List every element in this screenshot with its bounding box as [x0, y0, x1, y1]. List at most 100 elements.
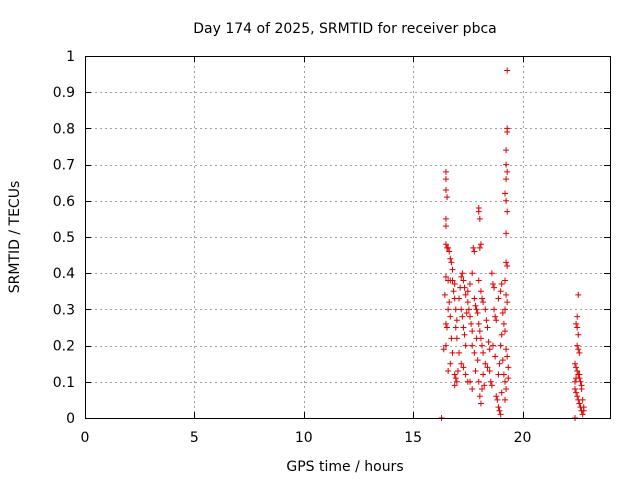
data-point: [445, 244, 452, 251]
data-point: [573, 375, 580, 382]
data-point: [579, 411, 586, 418]
data-point: [453, 378, 460, 385]
data-point: [445, 367, 452, 374]
data-point: [484, 324, 491, 331]
data-point: [471, 295, 478, 302]
data-point: [486, 346, 493, 353]
y-tick-label: 1: [66, 49, 75, 65]
data-point: [454, 367, 461, 374]
data-point: [574, 342, 581, 349]
data-point: [574, 324, 581, 331]
y-tick-label: 0.8: [53, 121, 75, 137]
data-point: [493, 317, 500, 324]
data-point: [502, 328, 508, 335]
data-point: [572, 360, 578, 367]
data-point: [488, 270, 495, 277]
chart-title: Day 174 of 2025, SRMTID for receiver pbc…: [193, 21, 496, 37]
data-point: [576, 349, 583, 356]
data-point: [476, 244, 483, 251]
data-point: [451, 382, 458, 389]
data-point: [505, 364, 512, 371]
data-point: [462, 371, 469, 378]
data-point: [477, 288, 484, 295]
data-point: [479, 386, 486, 393]
y-axis-label: SRMTID / TECUs: [7, 181, 23, 294]
data-point: [446, 299, 453, 306]
data-point: [504, 129, 511, 136]
data-point: [450, 288, 457, 295]
data-point: [442, 223, 449, 230]
data-point: [458, 273, 465, 280]
data-point: [492, 353, 499, 360]
data-points: [438, 67, 587, 421]
data-point: [444, 194, 451, 201]
data-point: [441, 291, 448, 298]
data-point: [497, 288, 504, 295]
data-point: [574, 367, 581, 374]
data-point: [451, 371, 458, 378]
data-point: [503, 176, 510, 183]
data-point: [480, 371, 487, 378]
data-point: [503, 197, 510, 204]
data-point: [464, 299, 471, 306]
y-tick-label: 0.1: [53, 375, 75, 391]
data-point: [580, 404, 587, 411]
data-point: [460, 324, 467, 331]
data-point: [502, 277, 508, 284]
data-point: [504, 262, 511, 269]
data-point: [456, 295, 463, 302]
data-point: [479, 342, 486, 349]
data-point: [495, 371, 502, 378]
x-axis-label: GPS time / hours: [286, 459, 403, 475]
data-point: [496, 360, 503, 367]
data-point: [484, 364, 491, 371]
data-point: [469, 386, 476, 393]
data-point: [472, 302, 479, 309]
data-point: [573, 320, 580, 327]
data-point: [485, 338, 492, 345]
data-point: [469, 270, 476, 277]
data-point: [477, 241, 484, 248]
data-point: [505, 375, 512, 382]
data-point: [491, 284, 498, 291]
data-point: [471, 349, 478, 356]
data-point: [470, 244, 477, 251]
data-point: [576, 371, 583, 378]
data-point: [491, 306, 498, 313]
grid: [85, 56, 610, 418]
data-point: [493, 393, 500, 400]
data-point: [442, 168, 449, 175]
data-point: [489, 281, 496, 288]
data-point: [444, 324, 451, 331]
data-point: [475, 378, 482, 385]
data-point: [500, 320, 507, 327]
data-point: [459, 270, 466, 277]
data-point: [488, 382, 495, 389]
data-point: [451, 281, 458, 288]
data-point: [495, 404, 502, 411]
data-point: [474, 357, 481, 364]
x-tick-label: 5: [190, 430, 199, 446]
data-point: [453, 317, 460, 324]
x-tick-label: 0: [81, 430, 90, 446]
data-point: [475, 208, 482, 215]
data-point: [447, 360, 454, 367]
data-point: [481, 382, 488, 389]
data-point: [502, 396, 508, 403]
data-point: [467, 378, 473, 385]
data-point: [504, 67, 511, 74]
y-axis-tick-labels: 0 0.1 0.2 0.3 0.4 0.5 0.6 0.7 0.8 0.9 1: [53, 49, 75, 427]
plot-frame: [85, 56, 611, 419]
data-point: [498, 331, 505, 338]
data-point: [446, 248, 453, 255]
data-point: [480, 299, 487, 306]
data-point: [459, 313, 466, 320]
x-tick-label: 20: [514, 430, 532, 446]
data-point: [498, 389, 505, 396]
data-point: [471, 248, 478, 255]
data-point: [480, 349, 487, 356]
data-point: [465, 306, 472, 313]
data-point: [494, 396, 501, 403]
data-point: [442, 215, 449, 222]
